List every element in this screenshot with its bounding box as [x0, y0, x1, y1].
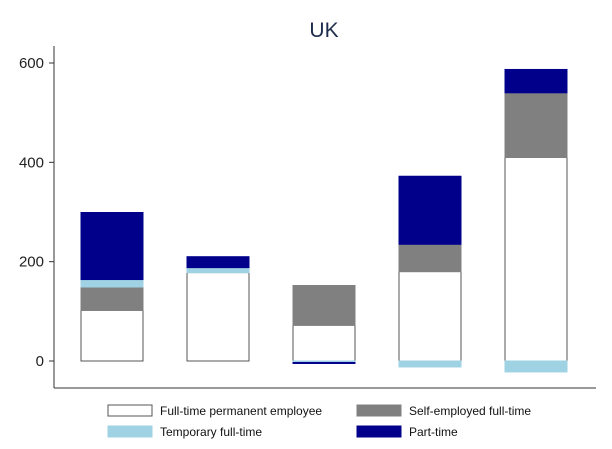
bar-segment — [292, 285, 356, 326]
legend-label: Full-time permanent employee — [160, 404, 322, 418]
bar-segment — [292, 324, 356, 362]
bar-segment — [504, 92, 568, 158]
bar-segment — [186, 256, 250, 269]
y-axis-ticks: 0 200 400 600 — [19, 55, 54, 370]
bar-segment — [80, 286, 144, 311]
y-tick-label: 200 — [19, 254, 44, 271]
legend-key — [107, 404, 153, 417]
legend-key — [356, 404, 402, 417]
bar-segment — [398, 360, 462, 368]
bar-segment — [504, 68, 568, 94]
bar-segment — [292, 361, 356, 364]
plot-frame — [53, 46, 596, 389]
chart-title: UK — [309, 19, 338, 42]
bar-segment — [80, 279, 144, 288]
legend-label: Part-time — [409, 425, 458, 439]
bars-group — [80, 68, 568, 373]
legend-key — [107, 425, 153, 438]
bar-segment — [398, 271, 462, 362]
bar-segment — [186, 267, 250, 274]
bar-segment — [398, 243, 462, 273]
legend-label: Temporary full-time — [160, 425, 262, 439]
bar-segment — [504, 360, 568, 373]
y-tick-label: 400 — [19, 154, 44, 171]
bar-segment — [186, 272, 250, 362]
y-tick-label: 0 — [36, 353, 44, 370]
legend-key — [356, 425, 402, 438]
bar-segment — [398, 175, 462, 245]
bar-segment — [80, 211, 144, 281]
bar-segment — [80, 309, 144, 362]
y-tick-label: 600 — [19, 55, 44, 72]
legend-label: Self-employed full-time — [409, 404, 531, 418]
bar-segment — [504, 156, 568, 362]
legend: Full-time permanent employee Self-employe… — [107, 404, 531, 439]
